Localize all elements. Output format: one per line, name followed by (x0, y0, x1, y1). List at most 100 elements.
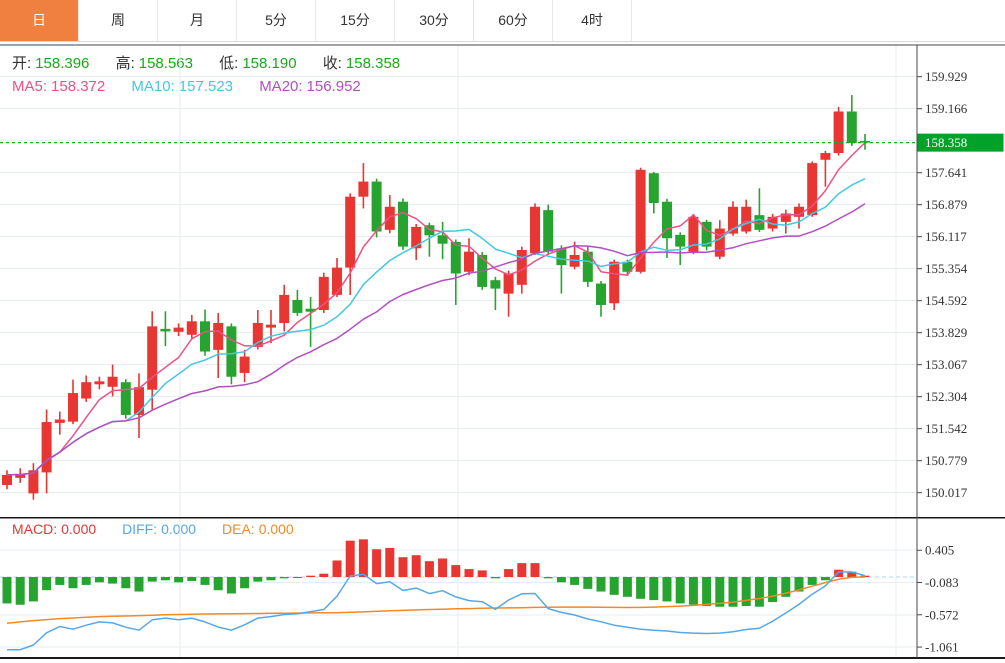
candle-body (371, 181, 382, 232)
macd-histogram-bar (398, 557, 408, 577)
candle-body (582, 251, 593, 282)
price-tick-label: 153.067 (925, 357, 968, 372)
candle-body (239, 356, 250, 373)
tab-30分[interactable]: 30分 (395, 0, 474, 41)
tab-周[interactable]: 周 (79, 0, 158, 41)
ma-lines (6, 142, 866, 476)
diff-line (7, 571, 866, 651)
macd-histogram-bar (662, 577, 672, 602)
macd-histogram-bar (134, 577, 144, 592)
ma10-value: 157.523 (178, 78, 234, 95)
macd-histogram-bar (319, 573, 329, 577)
macd-value: 0.000 (61, 521, 97, 537)
macd-histogram-bar (81, 577, 91, 585)
candle-body (424, 225, 435, 236)
macd-histogram-bar (847, 571, 857, 577)
price-tick-label: 154.592 (925, 293, 967, 308)
candle-body (754, 215, 765, 230)
macd-histogram-bar (517, 563, 527, 577)
candle-body (173, 327, 184, 332)
open-label: 开: (12, 55, 32, 72)
macd-histogram-bar (187, 577, 197, 581)
candle-body (266, 324, 276, 328)
current-price-badge-text: 158.358 (925, 135, 967, 150)
dea-line (6, 576, 866, 624)
close-value: 158.358 (345, 55, 401, 72)
candle-body (186, 321, 197, 335)
tab-日[interactable]: 日 (0, 0, 79, 41)
candle-body (503, 273, 514, 294)
macd-histogram-bar (424, 561, 434, 577)
ma5-line (6, 142, 866, 476)
macd-histogram-bar (781, 577, 791, 597)
tab-bar: 日周月 5分 15分 30分 60分 4时 (0, 0, 1005, 42)
candle-body (780, 213, 791, 222)
macd-bar: MACD: 0.000 DIFF: 0.000 DEA: 0.000 (12, 521, 298, 537)
low-label: 低: (219, 55, 239, 72)
tab-15分[interactable]: 15分 (316, 0, 395, 41)
macd-histogram-bar (477, 570, 487, 577)
macd-histogram-bar (543, 577, 553, 579)
macd-histogram-bar (715, 577, 725, 607)
macd-histogram-bar (200, 577, 210, 585)
macd-histogram-bar (583, 577, 593, 589)
macd-tick-label: -0.083 (925, 575, 959, 590)
candle-body (728, 206, 738, 234)
ma20-label: MA20: (259, 78, 303, 95)
macd-histogram-bar (570, 577, 580, 585)
candle-body (767, 216, 778, 229)
tab-5分[interactable]: 5分 (237, 0, 316, 41)
macd-histogram-bar (213, 577, 223, 591)
candle-body (54, 419, 65, 423)
candle-body (384, 206, 395, 230)
candle-body (543, 210, 554, 252)
macd-histogram-bar (834, 569, 844, 577)
macd-histogram-bar (306, 575, 316, 577)
chart-canvas[interactable]: 159.929 159.166 157.641 156.879 156.117 155.3… (0, 44, 1005, 663)
macd-histogram-bar (741, 577, 751, 607)
price-tick-label: 155.354 (925, 261, 968, 276)
candle-body (530, 206, 540, 254)
price-tick-label: 152.304 (925, 389, 968, 404)
ma20-line (6, 203, 866, 476)
candle-body (464, 251, 474, 272)
macd-histogram-bar (2, 577, 12, 604)
macd-histogram-bar (160, 577, 170, 581)
macd-histogram-bar (556, 577, 566, 583)
tab-60分[interactable]: 60分 (474, 0, 553, 41)
macd-histogram-bar (279, 577, 289, 579)
candle-body (345, 196, 356, 268)
macd-histogram-bar (530, 563, 540, 577)
candle-body (741, 206, 752, 232)
candle-body (662, 201, 672, 239)
candle-body (318, 276, 329, 310)
candle-body (252, 323, 263, 347)
ma5-label: MA5: (12, 78, 48, 95)
open-value: 158.396 (35, 55, 90, 72)
macd-histogram-bar (820, 577, 830, 581)
tab-4时[interactable]: 4时 (553, 0, 632, 41)
price-tick-label: 159.929 (925, 69, 967, 84)
candle-body (279, 294, 290, 324)
ma10-label: MA10: (131, 78, 175, 95)
macd-histogram-bar (240, 577, 250, 589)
macd-histogram-bar (504, 569, 514, 577)
macd-histogram-bar (94, 577, 104, 583)
candle-body (701, 221, 712, 247)
ma-bar: MA5: 158.372 MA10: 157.523 MA20: 156.952 (12, 78, 365, 95)
macd-histogram-bar (292, 577, 302, 578)
candle-body (794, 206, 804, 217)
candle-body (437, 235, 448, 244)
macd-histogram-bar (68, 577, 78, 589)
macd-histogram-bar (358, 539, 368, 577)
candle-body (28, 470, 39, 494)
macd-histogram-bar (266, 577, 276, 581)
tab-月[interactable]: 月 (158, 0, 237, 41)
macd-histogram-bar (702, 577, 712, 607)
current-price: 158.358 (0, 133, 1004, 152)
ma20-value: 156.952 (306, 78, 361, 95)
macd-histogram-bar (174, 577, 184, 583)
macd-histogram-bar (28, 577, 38, 602)
macd-tick-label: 0.405 (925, 543, 954, 558)
diff-value: 0.000 (161, 521, 197, 537)
